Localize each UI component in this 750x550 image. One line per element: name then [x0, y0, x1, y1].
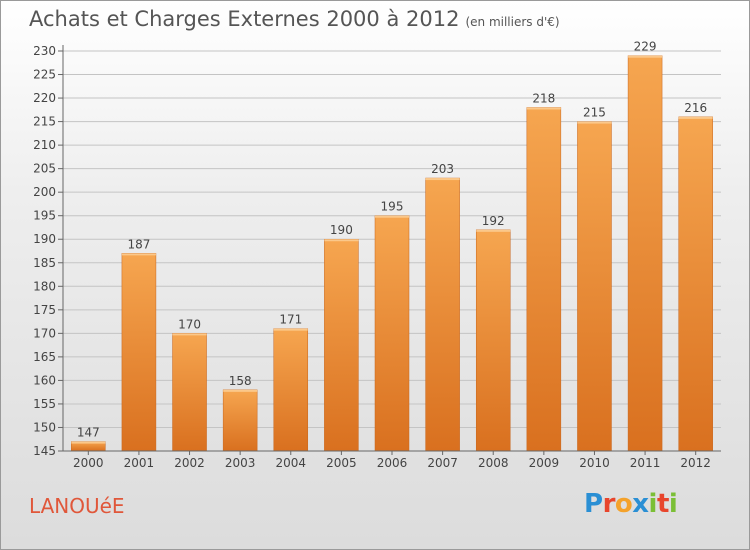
logo-letter: i: [668, 489, 678, 519]
bar-highlight: [121, 253, 156, 256]
bar: [172, 333, 207, 452]
y-tick-label: 170: [33, 326, 56, 340]
y-tick-label: 200: [33, 185, 56, 199]
bar-highlight: [577, 121, 612, 124]
data-label: 171: [279, 313, 302, 327]
y-tick-label: 205: [33, 162, 56, 176]
bar: [678, 116, 713, 452]
bar-highlight: [273, 328, 308, 331]
data-label: 195: [381, 200, 404, 214]
data-label: 170: [178, 317, 201, 331]
y-tick-label: 160: [33, 373, 56, 387]
x-tick-label: 2010: [579, 456, 610, 470]
y-tick-label: 185: [33, 256, 56, 270]
bar-highlight: [476, 229, 511, 232]
x-tick-label: 2008: [478, 456, 509, 470]
chart-title: Achats et Charges Externes 2000 à 2012 (e…: [29, 7, 560, 31]
data-label: 190: [330, 223, 353, 237]
y-axis: 145 150 155 160 165 170 175 180 185 190 195 200 205 2…: [33, 44, 64, 458]
data-label: 216: [684, 101, 707, 115]
bar-highlight: [375, 215, 409, 218]
bar-highlight: [526, 107, 561, 110]
bar-highlight: [223, 389, 258, 392]
data-label: 187: [127, 237, 150, 251]
bar: [121, 253, 157, 452]
y-tick-label: 165: [33, 350, 56, 364]
y-tick-label: 180: [33, 279, 56, 293]
bar: [627, 55, 663, 452]
x-axis: 2000 2001 2002 2003 2004 2005 2006 2007 2008 2009…: [63, 450, 721, 470]
data-label: 158: [229, 374, 252, 388]
y-tick-label: 210: [33, 138, 56, 152]
y-tick-label: 225: [33, 68, 56, 82]
y-tick-label: 230: [33, 44, 56, 58]
x-tick-label: 2000: [73, 456, 104, 470]
x-tick-label: 2011: [630, 456, 661, 470]
data-label: 192: [482, 214, 505, 228]
x-tick-label: 2001: [124, 456, 155, 470]
bar-highlight: [324, 239, 359, 242]
x-tick-label: 2002: [174, 456, 205, 470]
y-tick-label: 195: [33, 209, 56, 223]
bar-highlight: [425, 178, 460, 181]
bars: 147 187 170 158 171 190 195 203 192 218 215 229 216: [71, 40, 713, 452]
logo-letter: r: [602, 489, 616, 519]
bar-highlight: [678, 116, 713, 119]
data-label: 203: [431, 162, 454, 176]
bar: [475, 229, 511, 452]
commune-name: LANOUéE: [29, 494, 125, 518]
data-label: 147: [77, 426, 100, 440]
bar: [222, 389, 258, 452]
y-tick-label: 145: [33, 444, 56, 458]
chart-subtitle: (en milliers d'€): [465, 15, 560, 29]
bar: [273, 328, 309, 452]
x-tick-label: 2012: [680, 456, 711, 470]
logo-letter: i: [648, 489, 658, 519]
bar: [577, 121, 612, 452]
x-tick-label: 2009: [529, 456, 560, 470]
bar: [374, 215, 410, 452]
bar: [526, 107, 562, 452]
y-tick-label: 215: [33, 115, 56, 129]
x-tick-label: 2005: [326, 456, 357, 470]
x-tick-label: 2004: [275, 456, 306, 470]
y-tick-label: 175: [33, 303, 56, 317]
data-label: 215: [583, 106, 606, 120]
bar-highlight: [172, 333, 207, 336]
x-tick-label: 2006: [377, 456, 408, 470]
bar: [324, 238, 359, 452]
y-tick-label: 155: [33, 397, 56, 411]
logo-letter: t: [656, 489, 669, 519]
y-tick-label: 220: [33, 91, 56, 105]
proxiti-logo: Proxiti: [584, 489, 678, 519]
title-text: Achats et Charges Externes 2000 à 2012: [29, 7, 460, 31]
bar-highlight: [628, 55, 663, 58]
logo-letter: x: [632, 489, 649, 519]
bar: [425, 177, 460, 452]
data-label: 229: [634, 40, 657, 54]
logo-letter: o: [614, 489, 633, 519]
x-tick-label: 2007: [427, 456, 458, 470]
logo-letter: P: [584, 489, 603, 519]
y-tick-label: 150: [33, 420, 56, 434]
y-tick-label: 190: [33, 232, 56, 246]
bar-highlight: [71, 441, 106, 444]
x-tick-label: 2003: [225, 456, 256, 470]
data-label: 218: [532, 91, 555, 105]
